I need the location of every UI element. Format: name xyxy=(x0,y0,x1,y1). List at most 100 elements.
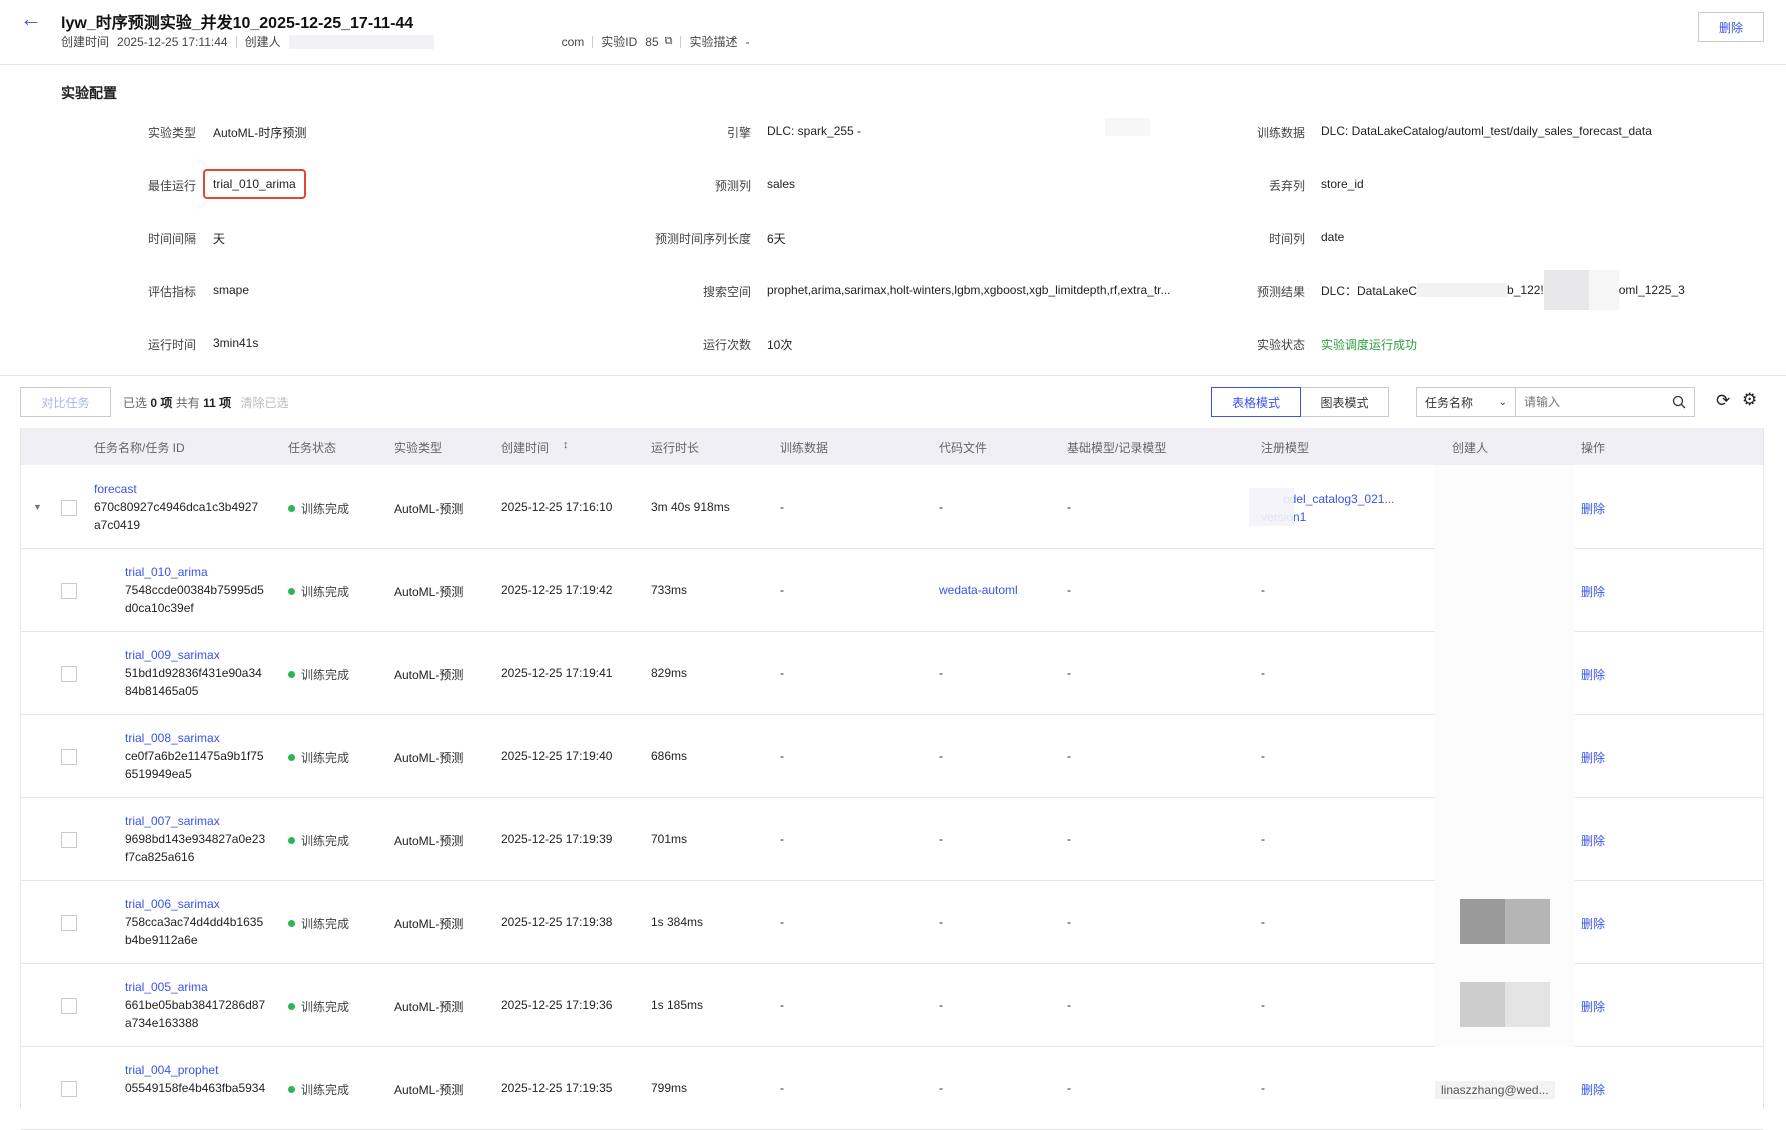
config-label: 最佳运行 xyxy=(147,179,196,193)
result-path-end: oml_1225_3 xyxy=(1618,283,1685,297)
task-name-link[interactable]: trial_010_arima xyxy=(125,565,208,579)
refresh-icon[interactable]: ⟳ xyxy=(1716,391,1731,410)
training-data: - xyxy=(780,915,784,929)
task-name-link[interactable]: trial_004_prophet xyxy=(125,1063,219,1077)
desc-value: - xyxy=(745,34,750,49)
config-section-title: 实验配置 xyxy=(61,85,117,101)
task-name-link[interactable]: trial_008_sarimax xyxy=(125,731,220,745)
registered-model: - xyxy=(1261,1081,1265,1095)
sort-icon[interactable]: ↕ xyxy=(563,439,569,451)
row-checkbox[interactable] xyxy=(61,749,77,765)
config-value: prophet,arima,sarimax,holt-winters,lgbm,… xyxy=(767,283,1171,297)
config-value: 天 xyxy=(213,232,226,246)
row-checkbox[interactable] xyxy=(61,915,77,931)
config-value: 6天 xyxy=(767,232,786,246)
code-file[interactable]: wedata-automl xyxy=(939,583,1018,597)
page-title: lyw_时序预测实验_并发10_2025-12-25_17-11-44 xyxy=(61,15,414,32)
copy-icon[interactable]: ⧉ xyxy=(664,35,673,47)
config-label: 实验状态 xyxy=(1256,338,1305,352)
compare-tasks-button[interactable]: 对比任务 xyxy=(20,387,111,417)
task-name-link[interactable]: trial_009_sarimax xyxy=(125,648,220,662)
experiment-meta: 创建时间 2025-12-25 17:11:44 创建人 com 实验ID 85… xyxy=(61,33,750,50)
row-checkbox[interactable] xyxy=(61,583,77,599)
task-name-link[interactable]: trial_006_sarimax xyxy=(125,897,220,911)
redacted xyxy=(1460,982,1550,1027)
created-time: 2025-12-25 17:19:39 xyxy=(501,832,613,846)
delete-task-link[interactable]: 删除 xyxy=(1581,585,1606,599)
code-file: - xyxy=(939,832,943,846)
row-checkbox[interactable] xyxy=(61,998,77,1014)
delete-task-link[interactable]: 删除 xyxy=(1581,668,1606,682)
task-id: 758cca3ac74d4dd4b1635 xyxy=(125,915,264,929)
training-data: - xyxy=(780,749,784,763)
duration: 1s 384ms xyxy=(651,915,704,929)
search-icon[interactable] xyxy=(1672,395,1686,409)
delete-task-link[interactable]: 删除 xyxy=(1581,1000,1606,1014)
best-run-link[interactable]: trial_010_arima xyxy=(203,169,306,199)
task-id: 6519949ea5 xyxy=(125,767,192,781)
created-time: 2025-12-25 17:19:36 xyxy=(501,998,613,1012)
row-checkbox[interactable] xyxy=(61,1081,77,1097)
expand-triangle-icon[interactable]: ▼ xyxy=(33,502,42,512)
registered-model: - xyxy=(1261,749,1265,763)
filter-field-select[interactable]: 任务名称 ⌄ xyxy=(1416,387,1516,417)
table-mode-tab[interactable]: 表格模式 xyxy=(1211,387,1301,417)
delete-task-link[interactable]: 删除 xyxy=(1581,502,1606,516)
total-prefix: 共有 xyxy=(175,396,200,410)
model-name: odel_catalog3_021... xyxy=(1283,492,1395,506)
divider xyxy=(0,64,1786,65)
row-checkbox[interactable] xyxy=(61,832,77,848)
config-label: 预测时间序列长度 xyxy=(654,232,751,246)
table-row: trial_006_sarimax 758cca3ac74d4dd4b1635 b4… xyxy=(21,881,1763,964)
column-header: 基础模型/记录模型 xyxy=(1067,441,1167,455)
task-name-link[interactable]: trial_005_arima xyxy=(125,980,208,994)
creator: linaszzhang@wed... xyxy=(1435,1081,1555,1099)
code-file: - xyxy=(939,500,943,514)
row-checkbox[interactable] xyxy=(61,666,77,682)
delete-task-link[interactable]: 删除 xyxy=(1581,751,1606,765)
duration: 799ms xyxy=(651,1081,688,1095)
table-row: ▼ forecast 670c80927c4946dca1c3b4927 a7c041… xyxy=(21,466,1763,549)
delete-experiment-button[interactable]: 删除 xyxy=(1698,12,1764,42)
creator-redacted xyxy=(1435,466,1575,549)
unit: 项 xyxy=(160,396,173,410)
experiment-type: AutoML-预测 xyxy=(394,834,464,848)
status-text: 训练完成 xyxy=(301,585,350,599)
redacted xyxy=(1105,118,1150,136)
task-status: 训练完成 xyxy=(288,832,349,849)
table-row: trial_005_arima 661be05bab38417286d87 a734… xyxy=(21,964,1763,1047)
config-value: date xyxy=(1321,230,1345,244)
delete-task-link[interactable]: 删除 xyxy=(1581,917,1606,931)
config-label: 评估指标 xyxy=(147,285,196,299)
back-arrow-icon[interactable]: ← xyxy=(20,6,42,31)
training-data: - xyxy=(780,583,784,597)
status-text: 训练完成 xyxy=(301,917,350,931)
search-input[interactable] xyxy=(1524,395,1654,409)
task-status: 训练完成 xyxy=(288,749,349,766)
config-label: 运行次数 xyxy=(702,338,751,352)
task-name-link[interactable]: trial_007_sarimax xyxy=(125,814,220,828)
column-header: 操作 xyxy=(1581,441,1606,455)
delete-task-link[interactable]: 删除 xyxy=(1581,834,1606,848)
search-box[interactable] xyxy=(1515,387,1695,417)
table-row: trial_010_arima 7548ccde00384b75995d5 d0ca… xyxy=(21,549,1763,632)
row-checkbox[interactable] xyxy=(61,500,77,516)
duration: 701ms xyxy=(651,832,688,846)
created-time: 2025-12-25 17:19:35 xyxy=(501,1081,613,1095)
config-value: DLC: spark_255 - xyxy=(767,124,862,138)
task-status: 训练完成 xyxy=(288,583,349,600)
task-id: 05549158fe4b463fba5934 xyxy=(125,1081,266,1095)
clear-selection-link[interactable]: 清除已选 xyxy=(240,396,289,410)
config-value: smape xyxy=(213,283,250,297)
status-dot-icon xyxy=(288,588,295,595)
task-name-link[interactable]: forecast xyxy=(94,482,137,496)
chart-mode-tab[interactable]: 图表模式 xyxy=(1300,387,1389,417)
created-label: 创建时间 xyxy=(61,35,110,49)
column-header: 代码文件 xyxy=(939,441,988,455)
column-header[interactable]: 创建时间 xyxy=(501,441,550,455)
settings-gear-icon[interactable]: ⚙ xyxy=(1742,390,1758,409)
column-header: 任务状态 xyxy=(288,441,337,455)
delete-task-link[interactable]: 删除 xyxy=(1581,1083,1606,1097)
task-id: a7c0419 xyxy=(94,518,141,532)
task-status: 训练完成 xyxy=(288,998,349,1015)
